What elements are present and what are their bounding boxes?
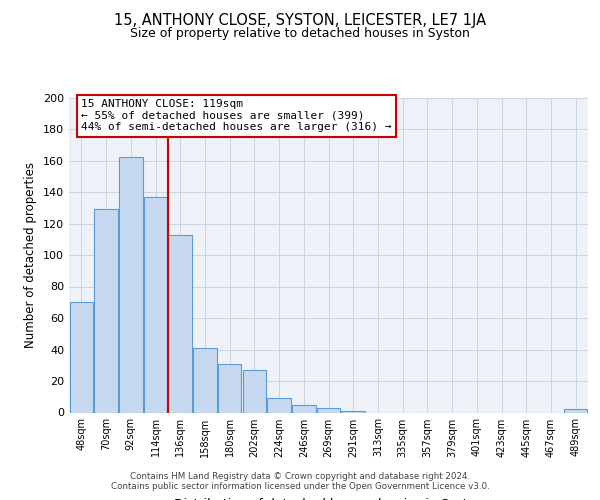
Bar [169, 234, 192, 412]
Bar [317, 408, 340, 412]
Bar [70, 302, 93, 412]
Y-axis label: Number of detached properties: Number of detached properties [25, 162, 37, 348]
Bar [341, 411, 365, 412]
Text: Size of property relative to detached houses in Syston: Size of property relative to detached ho… [130, 26, 470, 40]
Bar [94, 210, 118, 412]
Text: 15 ANTHONY CLOSE: 119sqm
← 55% of detached houses are smaller (399)
44% of semi-: 15 ANTHONY CLOSE: 119sqm ← 55% of detach… [82, 99, 392, 132]
X-axis label: Distribution of detached houses by size in Syston: Distribution of detached houses by size … [174, 498, 483, 500]
Bar [119, 158, 143, 412]
Bar [268, 398, 291, 412]
Bar [144, 196, 167, 412]
Text: Contains HM Land Registry data © Crown copyright and database right 2024.: Contains HM Land Registry data © Crown c… [130, 472, 470, 481]
Bar [193, 348, 217, 412]
Bar [218, 364, 241, 412]
Text: 15, ANTHONY CLOSE, SYSTON, LEICESTER, LE7 1JA: 15, ANTHONY CLOSE, SYSTON, LEICESTER, LE… [114, 12, 486, 28]
Bar [292, 404, 316, 412]
Bar [242, 370, 266, 412]
Text: Contains public sector information licensed under the Open Government Licence v3: Contains public sector information licen… [110, 482, 490, 491]
Bar [564, 410, 587, 412]
